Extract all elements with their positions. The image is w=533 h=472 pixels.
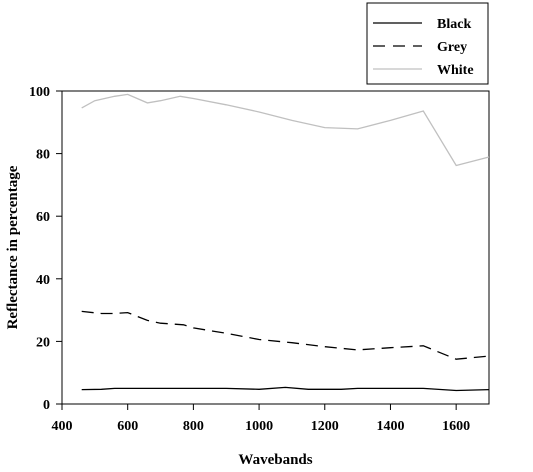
- y-tick-label: 80: [36, 148, 50, 163]
- x-tick-label: 800: [183, 419, 204, 434]
- x-tick-label: 1000: [245, 419, 273, 434]
- x-tick-label: 1400: [376, 419, 404, 434]
- x-tick-label: 1200: [311, 419, 339, 434]
- y-axis: 0 20 40 60 80 100: [29, 85, 62, 413]
- x-tick-label: 400: [52, 419, 73, 434]
- series-line-grey: [81, 310, 490, 360]
- y-tick-label: 0: [43, 398, 50, 413]
- y-tick-label: 60: [36, 210, 50, 225]
- x-axis-title: Wavebands: [238, 452, 312, 468]
- y-tick-label: 100: [29, 85, 50, 100]
- series-line-white: [81, 93, 490, 167]
- legend: Black Grey White: [366, 2, 489, 85]
- plot-area: [61, 90, 490, 405]
- legend-box: [366, 2, 489, 85]
- series-line-black: [81, 386, 490, 392]
- series-lines: [81, 93, 490, 392]
- y-tick-label: 20: [36, 335, 50, 350]
- x-tick-label: 1600: [442, 419, 470, 434]
- x-axis: 400 600 800 1000 1200 1400 1600: [52, 404, 470, 434]
- y-tick-label: 40: [36, 273, 50, 288]
- y-axis-title: Reflectance in percentage: [5, 165, 21, 329]
- x-tick-label: 600: [117, 419, 138, 434]
- plot-border: [61, 90, 490, 405]
- legend-label-black: Black: [437, 17, 471, 32]
- legend-label-white: White: [437, 63, 474, 78]
- legend-label-grey: Grey: [437, 40, 467, 55]
